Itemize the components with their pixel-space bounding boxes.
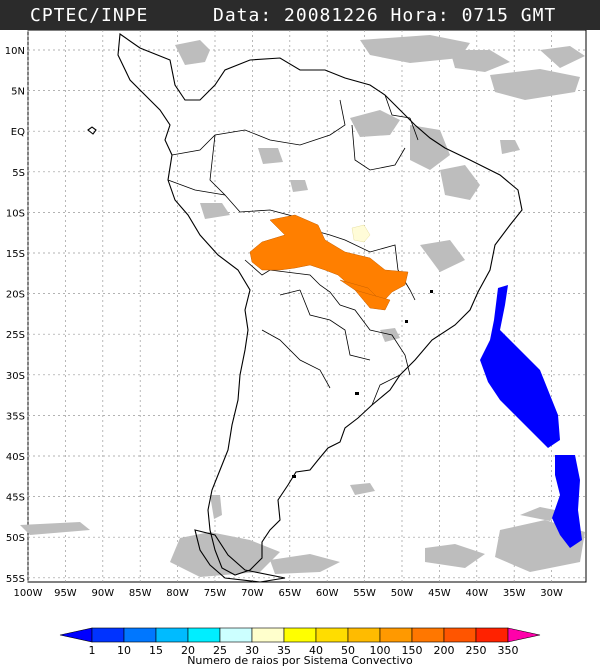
colorbar-tick-label: 200 [434,644,455,657]
colorbar-segment [251,627,285,643]
latitude-label: 5S [12,168,25,179]
map-frame [27,30,587,583]
coastline [87,33,523,583]
colorbar-segment [187,627,221,643]
longitude-label: 30W [540,588,563,599]
colorbar-tick-label: 1 [89,644,96,657]
cloud-cover [20,35,585,577]
colorbar-tick-label: 35 [277,644,291,657]
longitude-label: 35W [503,588,526,599]
title-bar: CPTEC/INPE Data: 20081226 Hora: 0715 GMT [0,0,600,30]
latitude-label: 20S [6,290,25,301]
colorbar-segment [315,627,349,643]
colorbar-segment [443,627,477,643]
longitude-labels: 100W 95W 90W 85W 80W 75W 70W 65W 60W 55W 50W 45W 40W… [14,588,564,599]
longitude-label: 45W [428,588,451,599]
colorbar-segment [123,627,157,643]
colorbar-segment [411,627,445,643]
longitude-label: 95W [54,588,77,599]
longitude-label: 65W [278,588,301,599]
isolated-specks [292,290,433,478]
colorbar-tick-label: 250 [466,644,487,657]
legend-colorbar: 1 10 15 20 25 30 35 40 50 100 150 200 250 350 [59,627,541,657]
colorbar-segments [59,627,541,643]
longitude-label: 90W [91,588,114,599]
colorbar-segment [59,627,93,643]
latitude-label: EQ [11,127,25,138]
colorbar-tick-label: 100 [370,644,391,657]
colorbar-segment [507,627,541,643]
latitude-label: 5N [11,87,25,98]
colorbar-tick-label: 150 [402,644,423,657]
colorbar-segment [283,627,317,643]
latitude-label: 40S [6,452,25,463]
longitude-label: 85W [129,588,152,599]
colorbar-tick-label: 30 [245,644,259,657]
colorbar-tick-label: 15 [149,644,163,657]
colorbar-tick-label: 50 [341,644,355,657]
colorbar-tick-label: 40 [309,644,323,657]
colorbar-segment [91,627,125,643]
colorbar-ticks: 1 10 15 20 25 30 35 40 50 100 150 200 250 350 [89,644,519,657]
colorbar-tick-label: 25 [213,644,227,657]
longitude-label: 70W [241,588,264,599]
agency-title: CPTEC/INPE [30,5,149,26]
legend-title: Numero de raios por Sistema Convectivo [187,654,413,667]
latitude-label: 10N [5,46,25,57]
colorbar-segment [475,627,509,643]
colorbar-segment [379,627,413,643]
longitude-label: 75W [204,588,227,599]
latitude-labels: 10N 5N EQ 5S 10S 15S 20S 25S 30S 35S 40S 45S 50S 55S [5,46,25,585]
latitude-label: 35S [6,411,25,422]
latitude-label: 10S [6,208,25,219]
longitude-label: 80W [166,588,189,599]
colorbar-segment [347,627,381,643]
latitude-label: 25S [6,330,25,341]
colorbar-segment [155,627,189,643]
latitude-label: 50S [6,533,25,544]
datetime-title: Data: 20081226 Hora: 0715 GMT [213,5,557,26]
colorbar-tick-label: 350 [498,644,519,657]
latitude-label: 30S [6,371,25,382]
storm-cell-blue [480,285,582,548]
storm-cell-orange [249,214,409,311]
colorbar-segment [219,627,253,643]
latitude-label: 15S [6,249,25,260]
longitude-label: 100W [14,588,43,599]
longitude-label: 55W [353,588,376,599]
lightning-map: 10N5NEQ5S10S15S20S25S30S35S40S45S50S55S … [5,30,587,599]
longitude-label: 60W [316,588,339,599]
colorbar-tick-label: 10 [117,644,131,657]
longitude-label: 40W [465,588,488,599]
longitude-label: 50W [391,588,414,599]
latitude-label: 55S [6,574,25,585]
colorbar-tick-label: 20 [181,644,195,657]
latitude-label: 45S [6,493,25,504]
storm-cell-light-yellow [351,224,371,243]
